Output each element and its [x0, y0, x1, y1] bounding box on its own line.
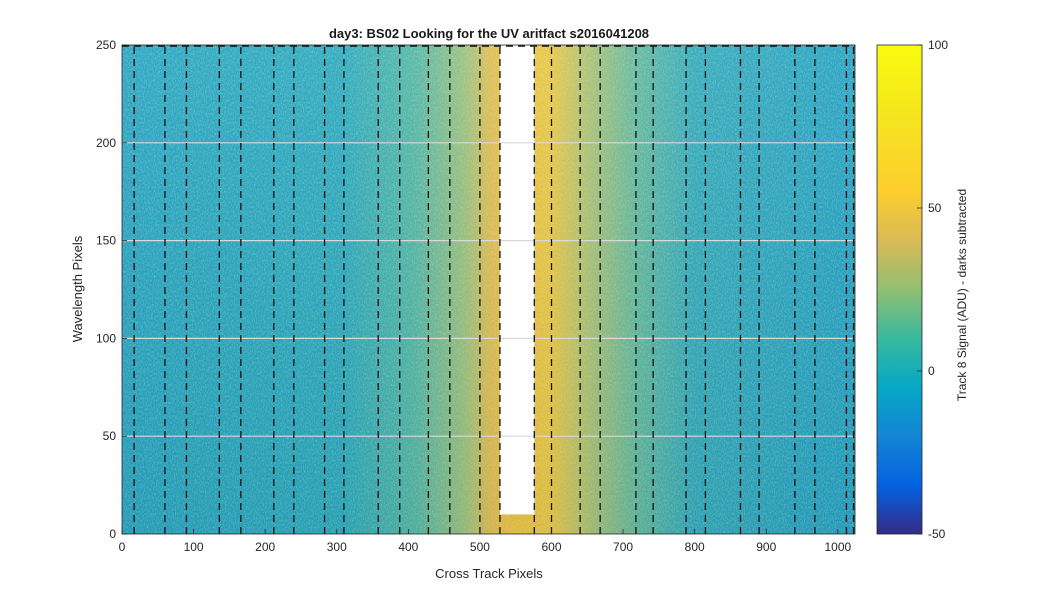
- plot-area: [122, 45, 855, 534]
- x-tick-label: 0: [119, 540, 126, 554]
- x-ticks: 0 100 200 300 400 500 600 700 800 900 1000: [119, 529, 851, 554]
- x-tick-label: 600: [541, 540, 561, 554]
- y-tick-label: 50: [103, 429, 117, 443]
- y-tick-label: 150: [96, 234, 116, 248]
- x-tick-label: 300: [327, 540, 347, 554]
- x-tick-label: 700: [613, 540, 633, 554]
- x-tick-label: 900: [756, 540, 776, 554]
- x-axis-label: Cross Track Pixels: [435, 566, 543, 581]
- colorbar-tick-label: 0: [928, 364, 935, 378]
- colorbar-tick-label: 50: [928, 201, 942, 215]
- plot-frame: [121, 44, 856, 535]
- x-tick-label: 800: [685, 540, 705, 554]
- colorbar-ticks: -50 0 50 100: [917, 38, 948, 541]
- saturated-block: [499, 45, 535, 515]
- colorbar-tick-label: 100: [928, 38, 948, 52]
- heatmap-shade: [122, 45, 855, 534]
- x-tick-label: 1000: [824, 540, 851, 554]
- saturated-region: [499, 45, 535, 515]
- y-tick-label: 250: [96, 38, 116, 52]
- y-ticks: 0 50 100 150 200 250: [96, 38, 127, 541]
- chart-title: day3: BS02 Looking for the UV aritfact s…: [329, 26, 649, 41]
- dashed-lines: [122, 45, 855, 534]
- y-axis-label: Wavelength Pixels: [70, 235, 85, 342]
- x-tick-label: 200: [255, 540, 275, 554]
- colorbar-tick-label: -50: [928, 527, 946, 541]
- colorbar-gradient: [876, 44, 923, 535]
- x-tick-label: 400: [398, 540, 418, 554]
- y-tick-label: 0: [109, 527, 116, 541]
- colorbar: -50 0 50 100 Track 8 Signal (ADU) - darks s…: [876, 38, 969, 541]
- x-tick-label: 100: [184, 540, 204, 554]
- x-tick-label: 500: [470, 540, 490, 554]
- y-tick-label: 100: [96, 331, 116, 345]
- y-tick-label: 200: [96, 136, 116, 150]
- colorbar-label: Track 8 Signal (ADU) - darks subtracted: [955, 189, 969, 401]
- grid-lines: [122, 142, 855, 437]
